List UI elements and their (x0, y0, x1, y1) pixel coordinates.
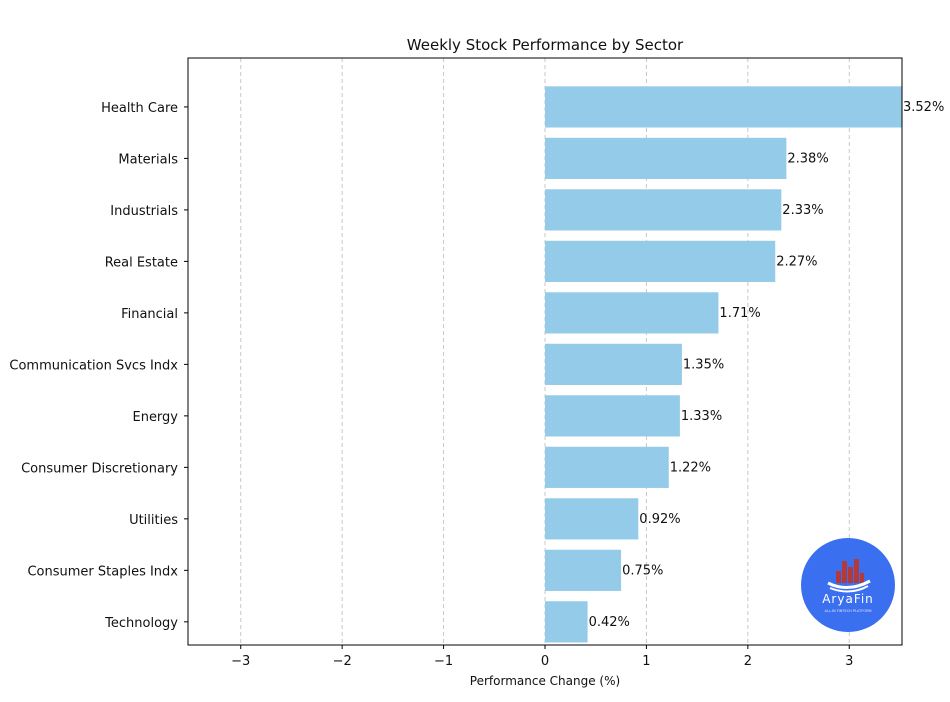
data-label: 1.22% (670, 460, 711, 475)
category-label: Real Estate (105, 255, 178, 270)
logo-circle (801, 538, 895, 632)
logo-tagline: ALL-IN FINTECH PLATFORM (824, 609, 871, 613)
data-label: 1.35% (683, 357, 724, 372)
data-label: 2.27% (776, 254, 817, 269)
x-tick-label: 2 (744, 654, 752, 669)
category-label: Communication Svcs Indx (9, 358, 178, 373)
x-tick-label: 0 (541, 654, 549, 669)
x-tick-label: −2 (333, 654, 352, 669)
data-label: 2.33% (782, 203, 823, 218)
x-axis-label: Performance Change (%) (470, 674, 620, 688)
x-tick-label: −3 (231, 654, 250, 669)
category-label: Utilities (129, 513, 178, 528)
category-label: Health Care (101, 101, 178, 116)
logo-bars-icon (836, 559, 864, 583)
y-axis: Health Care Materials Industrials Real Esta… (9, 101, 188, 631)
data-label: 2.38% (787, 151, 828, 166)
category-label: Energy (132, 410, 178, 425)
logo-text: AryaFin (822, 592, 874, 606)
category-label: Consumer Staples Indx (27, 564, 178, 579)
bar (545, 137, 787, 180)
logo-bar (854, 559, 859, 583)
data-label: 0.75% (622, 563, 663, 578)
logo-swoosh-icon (827, 579, 871, 589)
bar (545, 446, 669, 488)
logo-bar (848, 567, 853, 583)
bars: 3.52% 2.38% 2.33% 2.27% 1.71% 1.35% 1.33% 1.22%… (545, 86, 944, 643)
logo-bar (842, 561, 847, 583)
category-label: Industrials (110, 204, 178, 219)
bar (545, 395, 680, 437)
chart-title: Weekly Stock Performance by Sector (407, 36, 684, 54)
bar (545, 189, 782, 231)
data-label: 3.52% (903, 100, 944, 115)
bar (545, 240, 776, 282)
data-label: 1.71% (719, 306, 760, 321)
x-tick-label: −1 (434, 654, 453, 669)
x-axis: −3 −2 −1 0 1 2 3 (231, 645, 853, 669)
bar (545, 498, 639, 540)
x-tick-label: 1 (642, 654, 650, 669)
data-label: 0.42% (589, 615, 630, 630)
category-label: Materials (118, 152, 178, 167)
category-label: Financial (121, 307, 178, 322)
logo-swoosh-icon (829, 585, 869, 593)
logo: AryaFin ALL-IN FINTECH PLATFORM (801, 538, 895, 632)
bar (545, 292, 719, 334)
data-label: 1.33% (681, 409, 722, 424)
bar (545, 601, 588, 643)
bar (545, 549, 622, 591)
category-label: Consumer Discretionary (21, 461, 178, 476)
bar (545, 343, 682, 385)
bar (545, 86, 902, 128)
x-tick-label: 3 (845, 654, 853, 669)
logo-bar (836, 571, 841, 583)
logo-bar (860, 573, 864, 583)
data-label: 0.92% (639, 512, 680, 527)
category-label: Technology (104, 616, 178, 631)
